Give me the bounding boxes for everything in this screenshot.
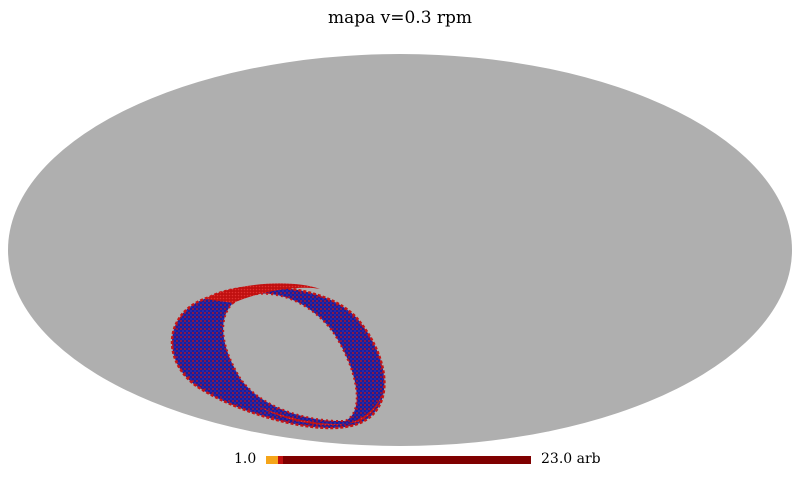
colorbar-max-label: 23.0 arb bbox=[541, 451, 601, 467]
scan-ring-top-band bbox=[205, 283, 320, 303]
map-title: mapa v=0.3 rpm bbox=[327, 8, 473, 28]
scan-ring-edge-outer bbox=[170, 285, 386, 430]
colorbar bbox=[266, 456, 531, 464]
colorbar-mid-segment bbox=[278, 456, 283, 464]
colorbar-high-segment bbox=[283, 456, 531, 464]
colorbar-low-segment bbox=[266, 456, 278, 464]
colorbar-min-label: 1.0 bbox=[234, 451, 257, 467]
scan-ring bbox=[160, 275, 400, 435]
